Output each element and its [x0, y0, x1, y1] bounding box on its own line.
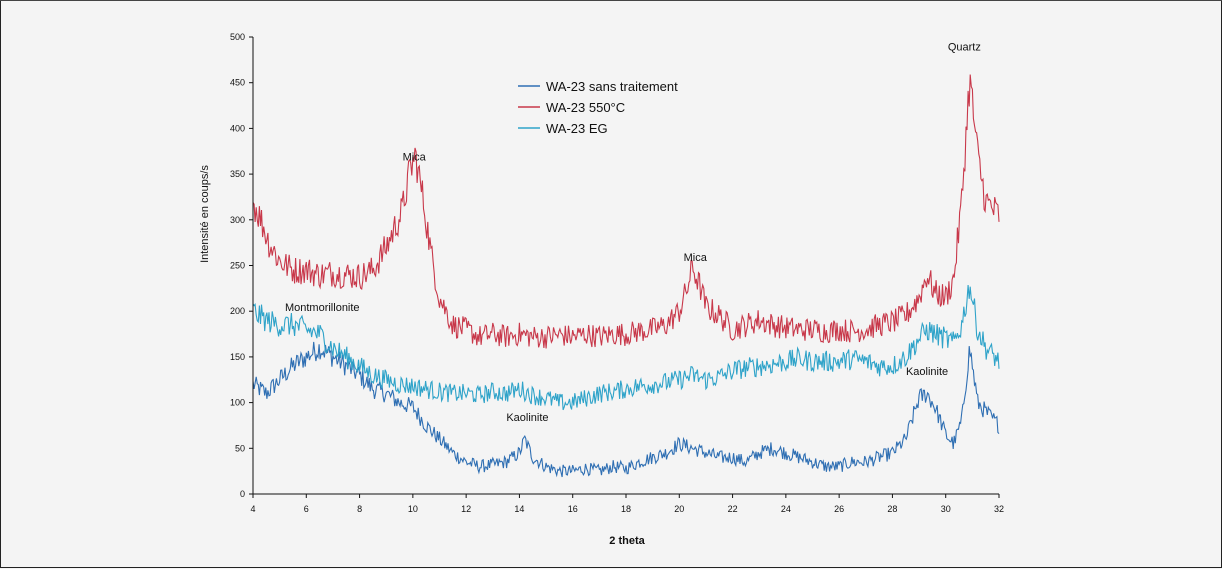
x-axis-title: 2 theta — [609, 535, 645, 547]
legend-label: WA-23 EG — [546, 121, 608, 136]
x-tick-label: 24 — [781, 504, 791, 514]
top-border — [0, 0, 1222, 1]
y-tick-label: 50 — [235, 443, 245, 453]
y-tick-label: 300 — [230, 215, 245, 225]
legend-label: WA-23 sans traitement — [546, 79, 678, 94]
x-tick-label: 8 — [357, 504, 362, 514]
annotations-layer: Mica Mica Quartz Montmorillonite Kaolinite Ka… — [285, 42, 981, 424]
y-tick-label: 350 — [230, 169, 245, 179]
x-tick-label: 32 — [994, 504, 1004, 514]
y-tick-label: 450 — [230, 78, 245, 88]
series-line-3 — [252, 284, 1000, 411]
x-tick-label: 26 — [834, 504, 844, 514]
x-tick-label: 6 — [304, 504, 309, 514]
annotation-label: Quartz — [948, 42, 981, 54]
y-tick-label: 100 — [230, 398, 245, 408]
annotation-label: Kaolinite — [506, 412, 548, 424]
series-line-1 — [252, 341, 1000, 478]
x-tick-label: 18 — [621, 504, 631, 514]
x-tick-label: 12 — [461, 504, 471, 514]
x-tick-label: 22 — [728, 504, 738, 514]
y-tick-label: 250 — [230, 261, 245, 271]
y-tick-label: 0 — [240, 489, 245, 499]
y-tick-label: 150 — [230, 352, 245, 362]
x-tick-label: 4 — [250, 504, 255, 514]
annotation-label: Montmorillonite — [285, 302, 360, 314]
x-tick-label: 16 — [568, 504, 578, 514]
y-tick-label: 500 — [230, 32, 245, 42]
annotation-label: Mica — [403, 151, 427, 163]
y-axis-title: Intensité en coups/s — [199, 165, 211, 263]
x-tick-label: 14 — [514, 504, 524, 514]
legend: WA-23 sans traitement WA-23 550°C WA-23 EG — [518, 79, 678, 136]
x-tick-label: 10 — [408, 504, 418, 514]
annotation-label: Kaolinite — [906, 366, 948, 378]
x-tick-label: 20 — [674, 504, 684, 514]
y-tick-label: 400 — [230, 123, 245, 133]
axes-layer — [252, 37, 999, 495]
series-layer — [252, 74, 1000, 478]
ticks-layer: 0 50 100 150 200 250 300 350 400 450 500 4 6 8 10 12 14 1… — [230, 32, 1004, 514]
x-tick-label: 28 — [887, 504, 897, 514]
y-tick-label: 200 — [230, 306, 245, 316]
annotation-label: Mica — [684, 252, 708, 264]
legend-label: WA-23 550°C — [546, 100, 625, 115]
x-tick-label: 30 — [941, 504, 951, 514]
series-line-2 — [252, 74, 1000, 349]
